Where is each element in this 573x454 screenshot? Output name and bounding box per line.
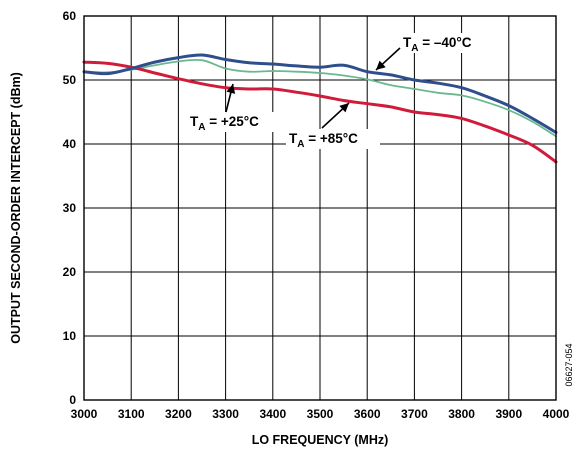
series-line-minus40c [82, 53, 558, 134]
x-tick-label: 3500 [307, 407, 334, 421]
x-tick-label: 3800 [448, 407, 475, 421]
series-lines [82, 53, 558, 164]
x-tick-label: 3400 [259, 407, 286, 421]
y-tick-label: 50 [63, 73, 77, 87]
annotation-label: TA = –40°C [403, 35, 472, 54]
annotation-background [187, 112, 281, 132]
x-axis-label: LO FREQUENCY (MHz) [252, 433, 389, 447]
annotation-label: TA = +25°C [190, 114, 259, 133]
plot-frame [83, 15, 557, 401]
x-tick-label: 3300 [212, 407, 239, 421]
annotation-arrowhead [226, 84, 236, 94]
annotation-arrowhead [339, 103, 349, 113]
x-tick-label: 3700 [401, 407, 428, 421]
annotation-background [286, 129, 380, 149]
annotation-label: TA = +85°C [289, 131, 358, 150]
x-tick-label: 3600 [354, 407, 381, 421]
x-tick-label: 3200 [165, 407, 192, 421]
series-line-plus25c [83, 58, 557, 138]
series-line-plus85c [82, 60, 558, 164]
annotations: TA = –40°C TA = +25°C TA = +85°C [187, 33, 492, 150]
x-tick-label: 3000 [71, 407, 98, 421]
tick-labels: 3000 3100 3200 3300 3400 3500 3600 3700 3800 3900… [63, 9, 570, 421]
y-tick-label: 20 [63, 265, 77, 279]
annotation-background [400, 33, 492, 53]
y-tick-label: 10 [63, 329, 77, 343]
x-tick-label: 4000 [543, 407, 570, 421]
x-tick-label: 3900 [495, 407, 522, 421]
x-tick-label: 3100 [118, 407, 145, 421]
y-tick-label: 0 [69, 393, 76, 407]
y-tick-label: 60 [63, 9, 77, 23]
y-tick-label: 30 [63, 201, 77, 215]
y-axis-label: OUTPUT SECOND-ORDER INTERCEPT (dBm) [9, 72, 23, 344]
figure-id: 06627-054 [564, 343, 573, 386]
annotation-arrowhead [376, 60, 386, 70]
y-tick-label: 40 [63, 137, 77, 151]
